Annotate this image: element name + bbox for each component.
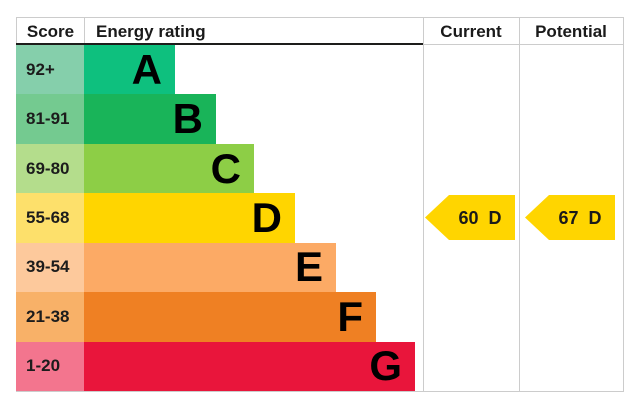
score-range-d: 55-68 — [26, 207, 70, 227]
header-potential: Potential — [535, 21, 607, 41]
header-row: Score Energy rating Current Potential — [16, 18, 623, 45]
potential-rating-value: 67 — [558, 207, 579, 228]
header-underline-dark — [16, 43, 423, 45]
score-cell-f: 21-38 — [16, 292, 84, 342]
header-underline-light — [423, 44, 623, 45]
band-letter-b: B — [172, 95, 203, 143]
potential-column-divider — [519, 18, 520, 391]
band-bar-a: A — [84, 45, 175, 95]
score-range-g: 1-20 — [26, 356, 61, 376]
band-letter-g: G — [369, 342, 402, 390]
header-energy-rating: Energy rating — [96, 21, 206, 41]
score-range-b: 81-91 — [26, 109, 70, 129]
band-bar-d: D — [84, 193, 295, 243]
score-range-f: 21-38 — [26, 306, 70, 326]
band-letter-f: F — [337, 292, 363, 340]
band-bar-g: G — [84, 341, 415, 391]
band-row-e: 39-54 E — [16, 242, 623, 293]
current-rating-value: 60 — [458, 207, 479, 228]
band-row-b: 81-91 B — [16, 94, 623, 144]
score-cell-d: 55-68 — [16, 193, 84, 243]
band-letter-e: E — [294, 243, 323, 291]
current-rating-band: D — [488, 207, 502, 228]
header-current: Current — [440, 21, 502, 41]
score-cell-b: 81-91 — [16, 94, 84, 144]
band-letter-c: C — [210, 144, 241, 192]
band-bar-f: F — [84, 292, 376, 342]
band-rows: 92+ A 81-91 B 69-80 C 55-68 — [16, 45, 623, 391]
current-column-divider — [423, 18, 424, 391]
potential-rating-band: D — [588, 207, 602, 228]
score-range-e: 39-54 — [26, 257, 70, 277]
band-row-g: 1-20 G — [16, 341, 623, 391]
score-cell-a: 92+ — [16, 45, 84, 95]
band-row-d: 55-68 D — [16, 193, 623, 243]
band-bar-b: B — [84, 94, 216, 144]
band-bar-c: C — [84, 143, 254, 194]
score-cell-g: 1-20 — [16, 341, 84, 391]
band-row-c: 69-80 C — [16, 143, 623, 194]
score-cell-e: 39-54 — [16, 242, 84, 293]
header-score: Score — [17, 18, 85, 45]
band-letter-a: A — [131, 45, 162, 93]
score-cell-c: 69-80 — [16, 143, 84, 194]
epc-energy-rating-chart: Score Energy rating Current Potential 92… — [16, 17, 624, 392]
band-letter-d: D — [251, 193, 282, 241]
score-range-a: 92+ — [26, 59, 55, 79]
band-row-a: 92+ A — [16, 45, 623, 95]
score-range-c: 69-80 — [26, 158, 70, 178]
band-row-f: 21-38 F — [16, 292, 623, 342]
band-bar-e: E — [84, 242, 336, 293]
